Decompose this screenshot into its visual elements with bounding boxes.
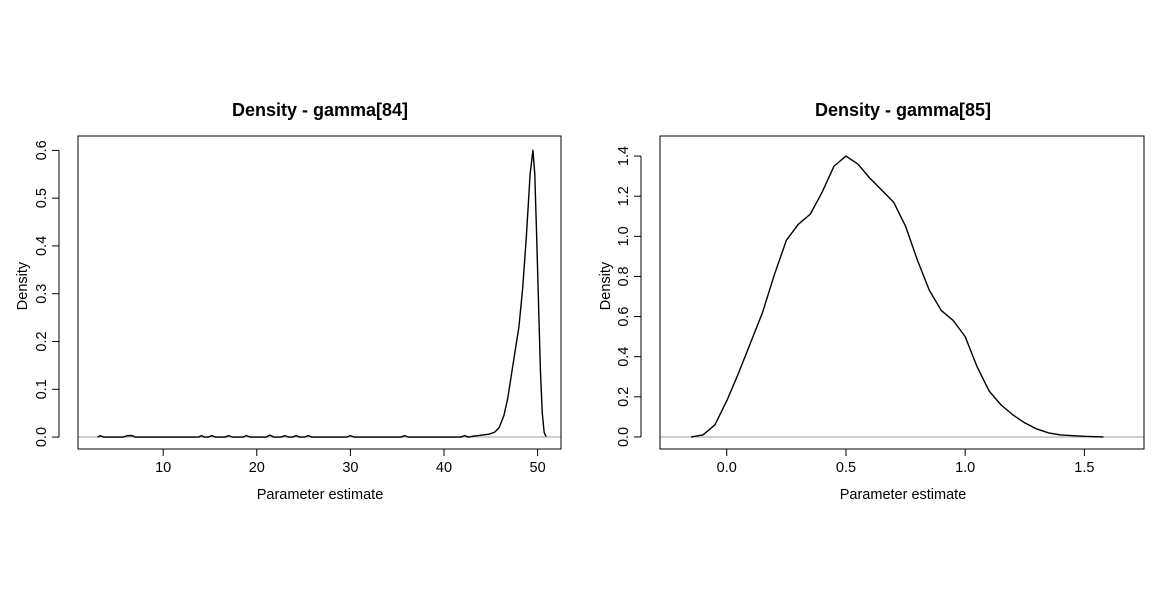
y-tick-label: 0.0 xyxy=(616,427,632,447)
density-line xyxy=(97,149,547,438)
y-tick-label: 0.4 xyxy=(34,236,50,256)
chart-title: Density - gamma[84] xyxy=(232,100,408,120)
x-tick-label: 0.0 xyxy=(717,460,737,476)
y-tick-label: 0.8 xyxy=(616,266,632,286)
y-tick-label: 0.5 xyxy=(34,188,50,208)
y-tick-label: 0.2 xyxy=(616,387,632,407)
x-tick-label: 10 xyxy=(155,460,171,476)
density-line xyxy=(690,155,1104,438)
y-tick-label: 0.0 xyxy=(34,427,50,447)
y-tick-label: 1.4 xyxy=(616,146,632,166)
x-tick-label: 20 xyxy=(249,460,265,476)
y-axis-label: Density xyxy=(15,261,31,310)
y-tick-label: 0.1 xyxy=(34,379,50,399)
x-tick-label: 0.5 xyxy=(836,460,856,476)
y-axis-label: Density xyxy=(598,261,614,310)
x-tick-label: 50 xyxy=(530,460,546,476)
chart-title: Density - gamma[85] xyxy=(815,100,991,120)
y-tick-label: 1.2 xyxy=(616,186,632,206)
y-tick-label: 0.4 xyxy=(616,347,632,367)
x-axis-label: Parameter estimate xyxy=(257,487,384,503)
x-tick-label: 40 xyxy=(436,460,452,476)
y-tick-label: 0.6 xyxy=(34,140,50,160)
y-tick-label: 1.0 xyxy=(616,226,632,246)
plot-panel-gamma-84: Density - gamma[84] Parameter estimate D… xyxy=(15,100,562,503)
x-tick-label: 1.5 xyxy=(1074,460,1094,476)
plot-panel-gamma-85: Density - gamma[85] Parameter estimate D… xyxy=(598,100,1145,503)
x-tick-label: 1.0 xyxy=(955,460,975,476)
y-tick-label: 0.3 xyxy=(34,284,50,304)
y-tick-label: 0.2 xyxy=(34,331,50,351)
y-tick-label: 0.6 xyxy=(616,306,632,326)
x-tick-label: 30 xyxy=(342,460,358,476)
x-axis-label: Parameter estimate xyxy=(840,487,967,503)
